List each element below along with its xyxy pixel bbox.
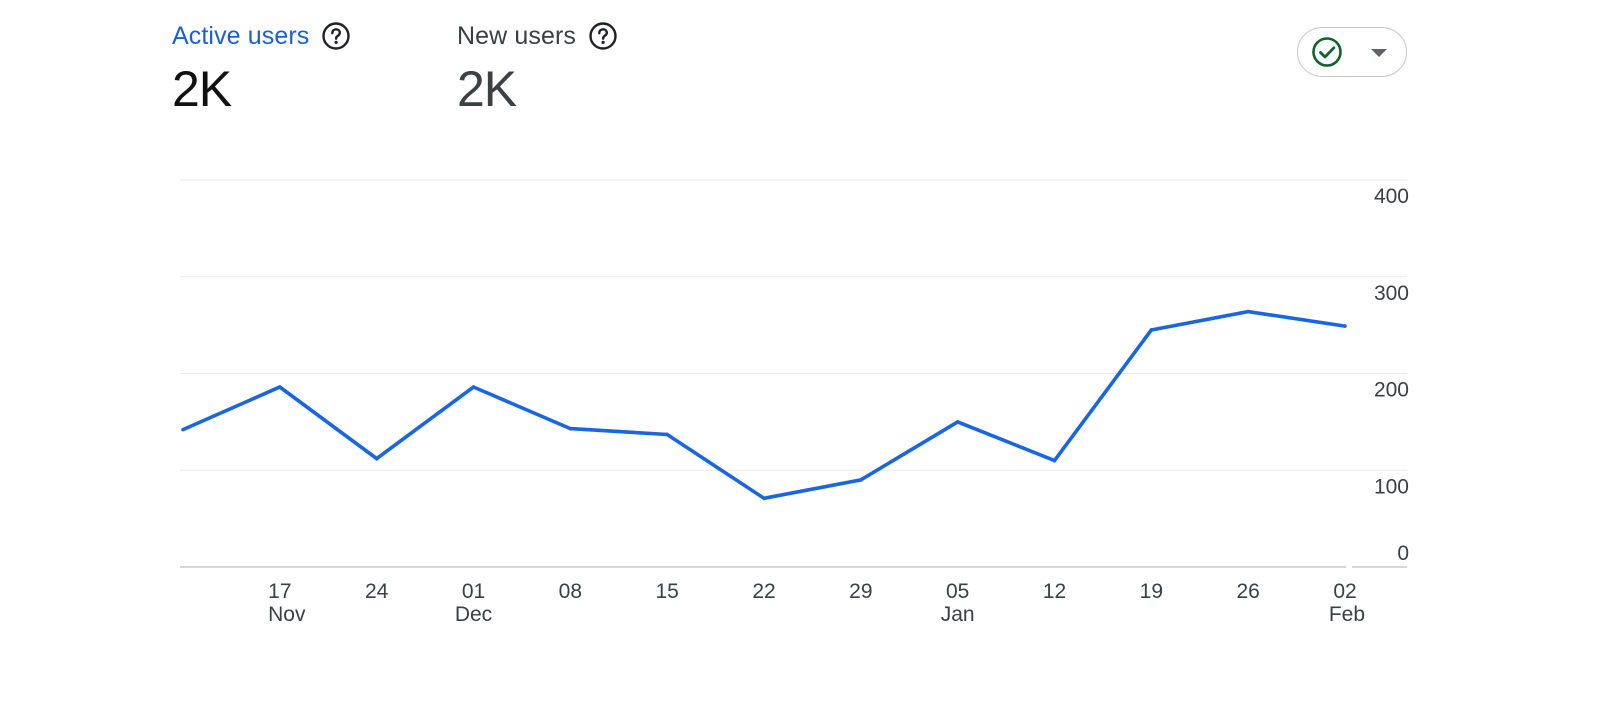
active-users-value: 2K	[172, 61, 232, 117]
data-point[interactable]	[568, 426, 573, 431]
x-tick-label: 29	[849, 580, 872, 603]
data-point[interactable]	[1343, 324, 1347, 328]
caret-down-icon	[1371, 49, 1387, 57]
data-point[interactable]	[374, 456, 379, 461]
x-tick-label: 19	[1140, 580, 1163, 603]
x-tick-label: 01	[462, 580, 485, 603]
x-tick-label: 17	[268, 580, 291, 603]
x-tick-label: 15	[655, 580, 678, 603]
data-point[interactable]	[278, 385, 282, 389]
new-users-label[interactable]: New users	[457, 21, 576, 50]
data-point[interactable]	[1149, 328, 1154, 332]
active-users-label[interactable]: Active users	[172, 21, 310, 50]
series-lines	[181, 309, 1347, 501]
x-tick-month-label: Nov	[268, 603, 306, 626]
x-tick-month-label: Feb	[1329, 603, 1365, 626]
x-tick-label: 24	[365, 580, 389, 603]
metric-new-users[interactable]: New users 2K	[457, 18, 618, 114]
data-point[interactable]	[181, 427, 185, 432]
x-tick-label: 12	[1043, 580, 1066, 603]
data-point[interactable]	[762, 496, 766, 501]
y-tick-label: 300	[1374, 282, 1409, 305]
help-circle-icon[interactable]	[321, 21, 351, 51]
grid-lines	[180, 179, 1407, 569]
data-point[interactable]	[471, 385, 476, 389]
x-tick-month-label: Jan	[941, 603, 975, 626]
x-tick-label: 22	[752, 580, 775, 603]
data-point[interactable]	[955, 420, 960, 424]
x-tick-label: 08	[559, 580, 582, 603]
check-circle-icon	[1312, 37, 1342, 67]
comparison-dropdown-button[interactable]	[1297, 27, 1407, 77]
x-tick-month-label: Dec	[455, 603, 492, 626]
data-point[interactable]	[665, 432, 669, 437]
metric-active-users[interactable]: Active users 2K	[172, 18, 351, 114]
data-point[interactable]	[859, 478, 863, 482]
y-tick-label: 0	[1397, 542, 1409, 565]
new-users-value: 2K	[457, 61, 517, 117]
y-tick-label: 400	[1374, 185, 1409, 208]
data-point[interactable]	[1052, 458, 1057, 463]
x-tick-label: 26	[1236, 580, 1259, 603]
x-tick-label: 02	[1333, 580, 1356, 603]
data-point[interactable]	[1246, 309, 1250, 314]
x-tick-label: 05	[946, 580, 969, 603]
y-tick-label: 100	[1374, 475, 1409, 498]
y-tick-label: 200	[1374, 379, 1409, 402]
axis-gap	[1346, 565, 1352, 569]
help-circle-icon[interactable]	[588, 21, 618, 51]
y-axis-ticks: 0 100 200 300 400	[1374, 185, 1409, 565]
